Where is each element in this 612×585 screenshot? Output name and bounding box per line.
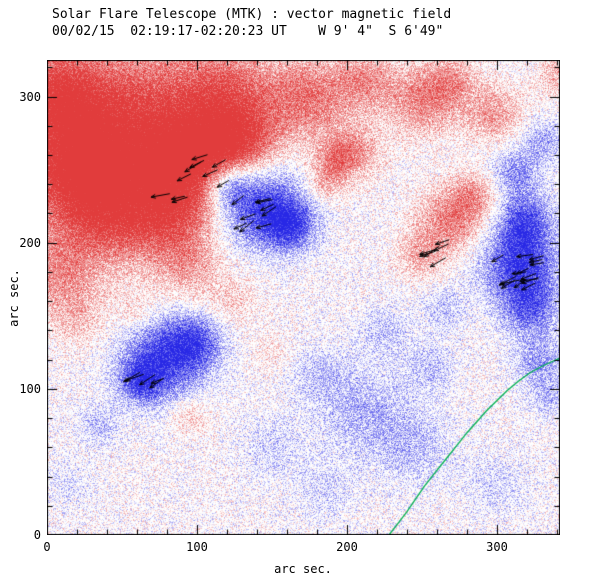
magnetogram-canvas: [47, 60, 560, 535]
y-axis-label: arc sec.: [7, 269, 21, 327]
x-axis-label: arc sec.: [274, 562, 332, 576]
x-tick-label: 100: [186, 540, 208, 554]
y-tick-label: 200: [19, 235, 41, 250]
figure-title: Solar Flare Telescope (MTK) : vector mag…: [52, 7, 452, 22]
y-tick-label: 0: [33, 528, 41, 542]
x-tick-label: 200: [336, 540, 358, 554]
x-tick-label: 300: [486, 540, 508, 554]
x-tick-label: 0: [43, 540, 51, 554]
y-tick-label: 100: [19, 381, 41, 396]
figure-subtitle: 00/02/15 02:19:17-02:20:23 UT W 9' 4" S …: [52, 24, 444, 39]
y-tick-label: 300: [19, 89, 41, 104]
